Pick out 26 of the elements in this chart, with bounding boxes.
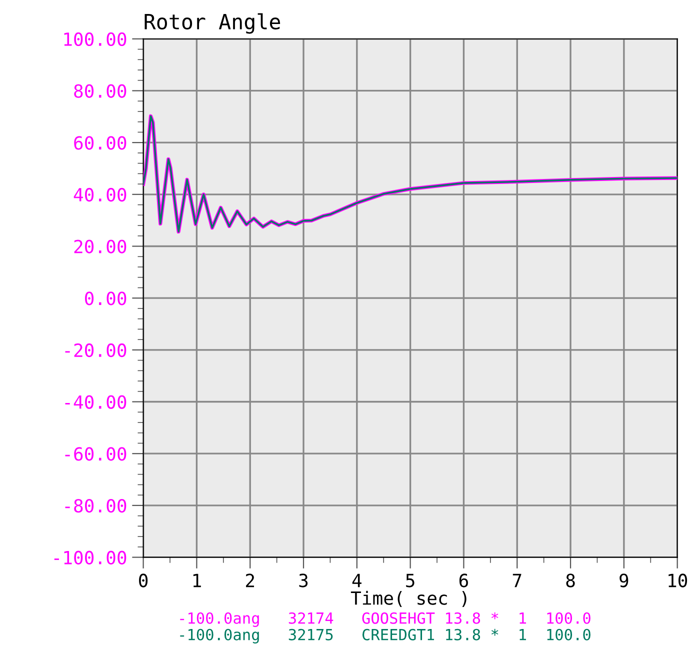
y-tick-label: -100.00: [54, 550, 126, 564]
x-tick-label: 7: [512, 574, 522, 588]
y-tick-label: -80.00: [65, 498, 126, 513]
x-tick-label: 0: [139, 574, 148, 588]
y-tick-label: -20.00: [65, 343, 126, 358]
y-tick-label: 20.00: [74, 240, 126, 254]
y-tick-label: 60.00: [74, 136, 126, 150]
text: -100.0ang 32175 CREEDGT1 13.8 * 1 100.0: [180, 628, 590, 644]
x-tick-label: 2: [246, 574, 254, 588]
y-tick-label: 0.00: [85, 292, 126, 306]
chart-title: Rotor Angle: [144, 13, 280, 34]
x-tick-label: 8: [566, 574, 575, 588]
x-tick-label: 9: [620, 574, 628, 588]
x-tick-label: 5: [406, 574, 414, 588]
x-tick-label: 3: [299, 574, 308, 588]
y-tick-label: -60.00: [65, 447, 126, 461]
x-tick-label: 1: [193, 574, 201, 588]
x-tick-label: 6: [459, 574, 468, 588]
y-tick-label: 80.00: [74, 84, 126, 98]
x-tick-label: 10: [668, 574, 688, 588]
text: -100.0ang 32174 GOOSEHGT 13.8 * 1 100.0: [180, 612, 590, 627]
y-tick-label: 100.00: [64, 32, 126, 46]
x-tick-label: 4: [352, 574, 362, 588]
x-axis-title: Time( sec ): [350, 590, 466, 608]
y-tick-label: 40.00: [74, 188, 126, 202]
y-tick-label: -40.00: [65, 395, 126, 409]
